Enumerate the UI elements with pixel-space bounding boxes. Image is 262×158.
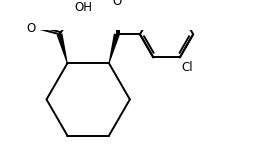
Polygon shape	[108, 33, 120, 64]
Text: OH: OH	[74, 1, 92, 14]
Text: O: O	[112, 0, 121, 8]
Polygon shape	[57, 33, 68, 64]
Text: O: O	[26, 22, 35, 35]
Text: Cl: Cl	[182, 61, 193, 74]
